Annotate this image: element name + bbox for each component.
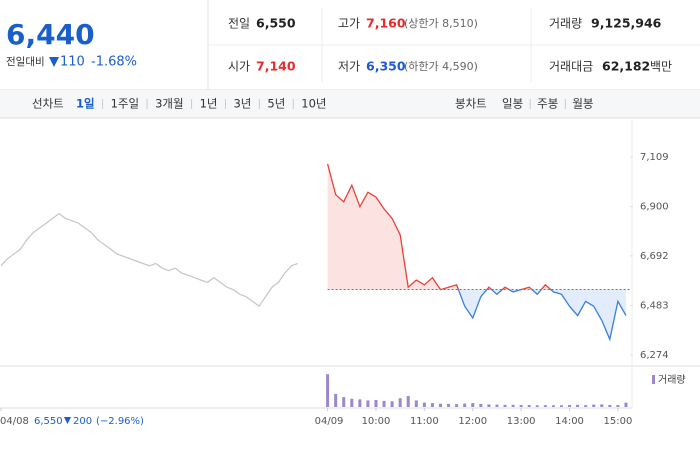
x-tick-label: 11:00: [410, 416, 439, 427]
volume-bar: [616, 405, 620, 407]
volume-bar: [568, 405, 572, 407]
volume-bar: [334, 393, 338, 407]
volume-bar: [527, 405, 531, 407]
volume-bar: [382, 400, 386, 407]
tab[interactable]: 3개월: [155, 97, 183, 111]
volume-bar: [535, 405, 539, 407]
volume-bar: [358, 399, 362, 407]
y-tick-label: 7,109: [640, 152, 669, 163]
volume-bar: [398, 398, 402, 407]
prev-close: 6,550: [34, 416, 63, 427]
volume-bar: [374, 400, 378, 407]
legend-swatch: [652, 375, 655, 384]
down-icon: [64, 417, 71, 424]
tab[interactable]: 3년: [233, 97, 251, 111]
volume-bar: [463, 403, 467, 407]
volume-bar: [438, 403, 442, 407]
stat-label: 저가: [338, 60, 360, 74]
price-line-down: [439, 289, 627, 342]
volume-bar: [406, 396, 410, 407]
x-tick-label: 04/09: [315, 416, 344, 427]
area-above: [327, 163, 626, 290]
stat-label: 거래대금: [549, 60, 593, 74]
volume-bar: [414, 400, 418, 407]
volume-bar: [430, 403, 434, 407]
stat-value: 7,160: [366, 16, 406, 31]
volume-bar: [366, 400, 370, 407]
x-tick-label: 13:00: [507, 416, 536, 427]
x-tick-label: 10:00: [362, 416, 391, 427]
tab-group-label: 봉차트: [455, 97, 487, 111]
y-tick-label: 6,692: [640, 251, 669, 262]
volume-bar: [608, 404, 612, 407]
volume-bar: [503, 404, 507, 407]
stat-label: 거래량: [549, 17, 582, 31]
volume-bar: [600, 404, 604, 407]
y-tick-label: 6,483: [640, 300, 669, 311]
x-tick-label: 12:00: [458, 416, 487, 427]
volume-bar: [559, 405, 563, 407]
area-below: [440, 289, 626, 340]
volume-bar: [551, 405, 555, 407]
tab[interactable]: 1주일: [111, 97, 139, 111]
volume-bar: [543, 405, 547, 407]
tabs: 선차트 1일 1주일 3개월 1년 3년 5년 10년 봉차트 일봉 주봉 월봉: [32, 97, 594, 111]
price: 6,440: [6, 18, 95, 51]
stat-label: 고가: [338, 17, 360, 31]
prev-change-pct: (−2.96%): [96, 416, 144, 427]
stat-value: 7,140: [256, 59, 296, 74]
volume-bar: [495, 404, 499, 407]
stat-value: 9,125,946: [591, 16, 662, 31]
volume-bar: [455, 404, 459, 407]
x-tick-label: 14:00: [555, 416, 584, 427]
stat-note: 백만: [650, 60, 672, 74]
volume-bar: [584, 405, 588, 407]
volume-bar: [511, 404, 515, 407]
volume-bar: [422, 402, 426, 407]
stat-label: 시가: [228, 60, 250, 74]
volume-bar: [447, 403, 451, 407]
volume-bar: [519, 405, 523, 407]
tab[interactable]: 월봉: [572, 97, 593, 111]
volume-bar: [479, 403, 483, 407]
volume-bar: [342, 397, 346, 407]
down-icon: [49, 57, 59, 67]
tab[interactable]: 주봉: [537, 97, 558, 111]
tab[interactable]: 1년: [200, 97, 218, 111]
volume-bar: [326, 374, 330, 407]
x-tick-label: 15:00: [603, 416, 632, 427]
tab-group-label: 선차트: [32, 97, 64, 111]
y-tick-label: 6,900: [640, 202, 669, 213]
legend-label: 거래량: [658, 374, 686, 386]
stat-value: 6,550: [256, 16, 296, 31]
tab[interactable]: 10년: [301, 97, 326, 111]
stat-note: (하한가 4,590): [404, 59, 478, 73]
volume-bar: [390, 401, 394, 407]
volume-bar: [576, 404, 580, 407]
tab[interactable]: 1일: [76, 97, 95, 111]
stat-label: 전일: [228, 17, 250, 31]
stat-value: 62,182: [602, 59, 650, 74]
stat-value: 6,350: [366, 59, 406, 74]
change: 110: [60, 55, 85, 70]
tab[interactable]: 일봉: [502, 97, 523, 111]
price-line: [0, 212, 299, 308]
tab-bar: [0, 90, 700, 118]
plot: 7,109 6,900 6,692 6,483 6,274 04/08 04/09 10:00…: [0, 152, 669, 427]
volume-bar: [471, 403, 475, 407]
x-tick-label: 04/08: [0, 416, 29, 427]
volume-bar: [592, 404, 596, 407]
y-tick-label: 6,274: [640, 350, 669, 361]
prev-change: 200: [73, 416, 92, 427]
volume-bar: [350, 398, 354, 407]
volume-bar: [624, 402, 628, 407]
change-label: 전일대비: [6, 55, 45, 68]
change-pct: -1.68%: [91, 55, 137, 70]
price-line-up: [326, 163, 552, 290]
tab[interactable]: 5년: [267, 97, 285, 111]
volume-bar: [487, 404, 491, 407]
stat-note: (상한가 8,510): [404, 17, 478, 30]
